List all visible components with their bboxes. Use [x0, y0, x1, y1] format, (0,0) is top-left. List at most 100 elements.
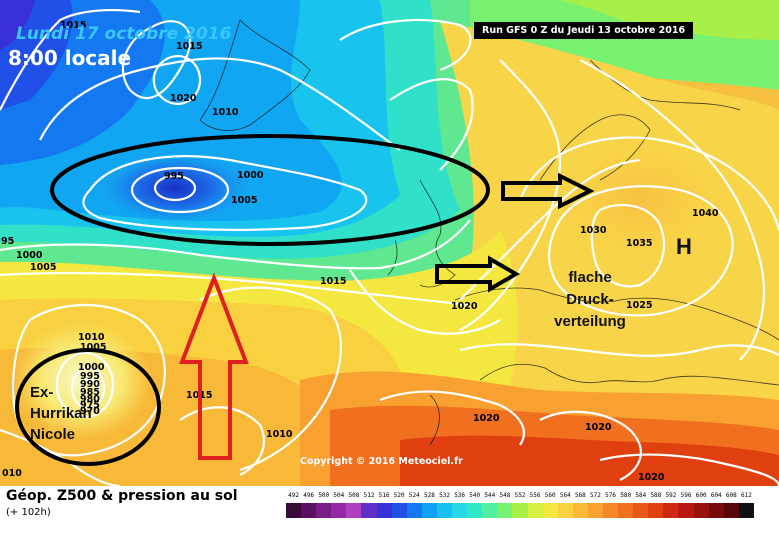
- copyright-text: Copyright © 2016 Meteociel.fr: [300, 456, 463, 467]
- isobar-label: 1015: [60, 20, 86, 31]
- scale-swatch: [406, 503, 422, 518]
- scale-label: 568: [574, 492, 586, 499]
- scale-label: 544: [484, 492, 496, 499]
- scale-label: 552: [514, 492, 526, 499]
- scale-swatch: [648, 503, 664, 518]
- scale-swatch: [527, 503, 543, 518]
- scale-label: 520: [393, 492, 405, 499]
- isobar-label: 1020: [473, 413, 500, 424]
- scale-swatch: [602, 503, 619, 518]
- isobar-label: 1005: [80, 342, 106, 353]
- scale-swatch: [512, 503, 528, 518]
- annotation-line: verteilung: [554, 313, 626, 330]
- scale-label: 604: [710, 492, 722, 499]
- forecast-date-title: Lundi 17 octobre 2016: [16, 24, 232, 44]
- isobar-label: 1020: [638, 472, 665, 483]
- scale-swatch: [738, 503, 754, 518]
- scale-swatch: [663, 503, 679, 518]
- scale-swatch: [301, 503, 317, 518]
- scale-label: 584: [635, 492, 647, 499]
- scale-label: 532: [439, 492, 450, 499]
- isobar-label: 985: [80, 387, 100, 398]
- isobar-label: 970: [80, 406, 100, 417]
- flat-pressure-annotation: flache Druck- verteilung: [535, 268, 645, 332]
- scale-swatch: [633, 503, 649, 518]
- isobar-label: 995: [164, 171, 184, 182]
- scale-swatch: [678, 503, 694, 518]
- color-scale-labels: 492 496 500 504 508 512 516 520 524 528 532 536 540 5…: [286, 492, 754, 502]
- scale-label: 536: [454, 492, 466, 499]
- map-legend-footer: Géop. Z500 & pression au sol (+ 102h) 49…: [0, 486, 779, 534]
- isobar-label: 990: [80, 379, 100, 390]
- annotation-line: Hurrikan: [30, 405, 92, 422]
- scale-label: 524: [408, 492, 420, 499]
- isobar-label: 1000: [237, 170, 264, 181]
- isobar-label: 1000: [16, 250, 43, 261]
- isobar-label: 1020: [585, 422, 612, 433]
- scale-label: 612: [741, 492, 752, 499]
- scale-label: 600: [695, 492, 707, 499]
- scale-label: 496: [303, 492, 315, 499]
- legend-title: Géop. Z500 & pression au sol: [6, 488, 238, 504]
- scale-swatch: [723, 503, 739, 518]
- isobar-label: 1035: [626, 238, 652, 249]
- isobar-label: 1020: [451, 301, 478, 312]
- isobar-label: 1025: [626, 300, 652, 311]
- forecast-time-title: 8:00 locale: [8, 46, 132, 70]
- black-arrow-east-south: [435, 255, 521, 293]
- scale-swatch: [497, 503, 513, 518]
- isobars: [0, 8, 779, 486]
- scale-swatch: [708, 503, 724, 518]
- isobar-label: 995: [80, 371, 100, 382]
- scale-label: 528: [423, 492, 435, 499]
- scale-label: 516: [378, 492, 390, 499]
- scale-label: 580: [620, 492, 632, 499]
- nicole-annotation: Ex- Hurrikan Nicole: [30, 382, 120, 445]
- isobar-label: 1005: [30, 262, 56, 273]
- isobar-label: 1005: [231, 195, 257, 206]
- annotation-line: Ex-: [30, 384, 54, 401]
- scale-label: 540: [469, 492, 481, 499]
- isobar-label: 975: [80, 400, 100, 411]
- scale-swatch: [286, 503, 302, 518]
- scale-label: 608: [725, 492, 737, 499]
- scale-swatch: [693, 503, 709, 518]
- isobar-label: 1010: [78, 332, 105, 343]
- annotation-line: Druck-: [566, 291, 614, 308]
- isobar-label: 1015: [176, 41, 202, 52]
- scale-swatch: [557, 503, 573, 518]
- scale-swatch: [376, 503, 392, 518]
- isobar-label: 1010: [266, 429, 293, 440]
- black-arrow-east-north: [501, 172, 595, 210]
- red-arrow-north: [179, 272, 249, 460]
- scale-label: 596: [680, 492, 692, 499]
- scale-label: 576: [605, 492, 616, 499]
- run-info-label: Run GFS 0 Z du Jeudi 13 octobre 2016: [474, 22, 694, 39]
- scale-swatch: [346, 503, 362, 518]
- isobar-label: 1000: [78, 362, 105, 373]
- isobar-label: 1010: [212, 107, 239, 118]
- scale-swatch: [618, 503, 634, 518]
- scale-swatch: [572, 503, 588, 518]
- scale-swatch: [482, 503, 498, 518]
- scale-label: 572: [590, 492, 601, 499]
- scale-label: 588: [650, 492, 662, 499]
- scale-swatch: [452, 503, 468, 518]
- nicole-circle: [15, 348, 161, 466]
- color-scale-bar: [286, 503, 754, 518]
- scale-swatch: [436, 503, 453, 518]
- scale-swatch: [316, 503, 332, 518]
- scale-swatch: [542, 503, 558, 518]
- isobar-label: 980: [80, 394, 100, 405]
- scale-label: 492: [288, 492, 299, 499]
- pressure-map: 1015 1015 1020 1010 995 1000 1005 95 100…: [0, 0, 779, 486]
- annotation-line: flache: [568, 269, 612, 286]
- scale-label: 512: [363, 492, 375, 499]
- isobar-label: 1015: [320, 276, 346, 287]
- scale-label: 548: [499, 492, 511, 499]
- scale-swatch: [361, 503, 377, 518]
- scale-swatch: [331, 503, 347, 518]
- annotation-shapes: [15, 134, 595, 466]
- scale-swatch: [587, 503, 603, 518]
